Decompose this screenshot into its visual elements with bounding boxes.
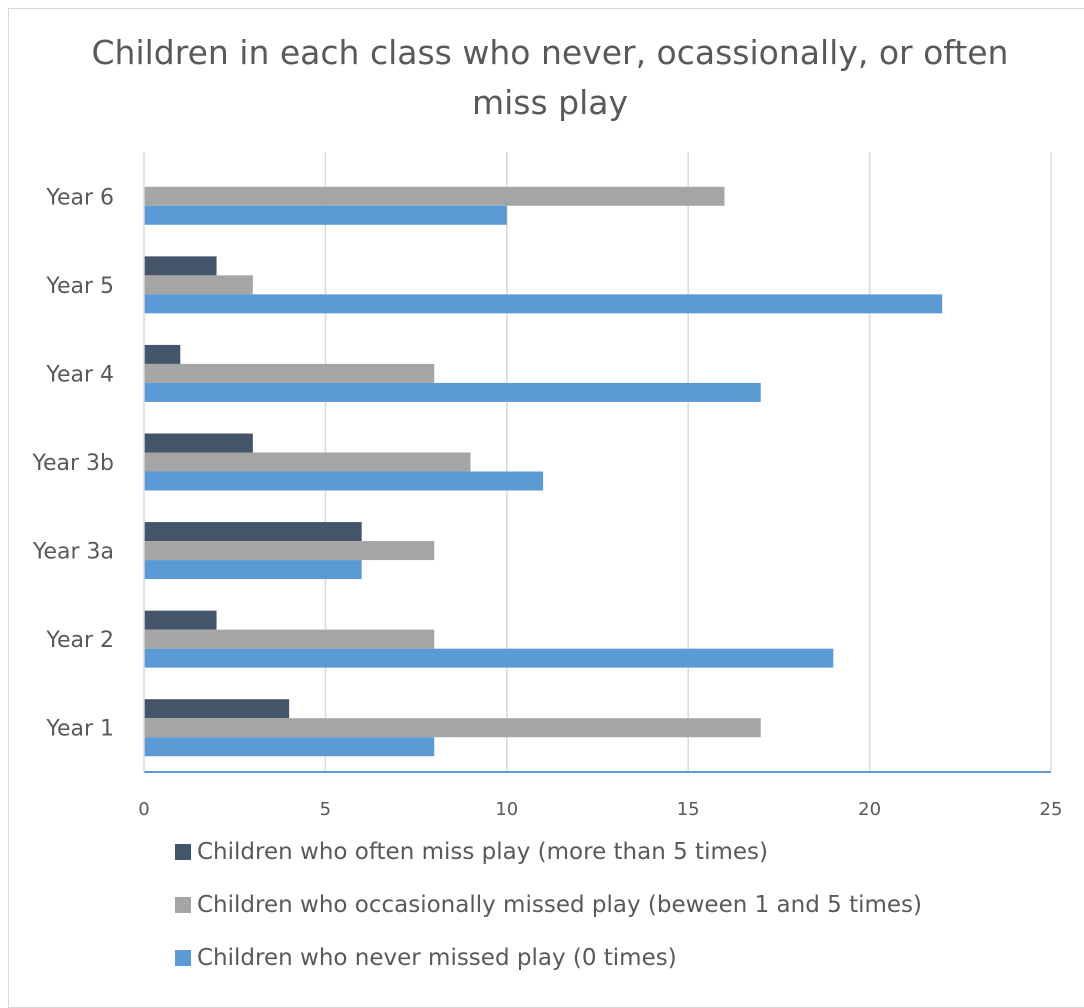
bar-year-4-series-2 [144,382,761,402]
bar-year-4-series-1 [144,363,435,383]
legend-label-often: Children who often miss play (more than … [197,839,768,865]
bar-year-1-series-0 [144,699,290,719]
bar-year-5-series-0 [144,256,217,276]
y-category-label: Year 2 [45,628,114,653]
y-category-label: Year 5 [45,274,114,299]
chart-title-line-2: miss play [471,83,629,122]
bar-year-3b-series-2 [144,471,544,491]
legend-label-never: Children who never missed play (0 times) [197,945,677,971]
x-tick-label: 0 [138,799,149,820]
y-category-label: Year 1 [45,717,114,742]
bar-year-2-series-1 [144,629,435,649]
legend-item-often: Children who often miss play (more than … [175,839,922,865]
bar-year-1-series-2 [144,737,435,757]
x-tick-label: 25 [1040,799,1063,820]
bar-year-6-series-2 [144,205,507,225]
bar-year-2-series-0 [144,610,217,630]
bar-year-3a-series-1 [144,541,435,561]
bar-year-2-series-2 [144,648,834,668]
bar-year-6-series-1 [144,186,725,206]
bar-year-1-series-1 [144,718,761,738]
bar-year-4-series-0 [144,344,181,364]
y-category-label: Year 3a [32,540,114,565]
bar-year-3b-series-0 [144,433,253,453]
x-tick-label: 15 [677,799,700,820]
legend-item-never: Children who never missed play (0 times) [175,945,922,971]
x-tick-label: 10 [495,799,518,820]
bar-year-3a-series-2 [144,560,362,580]
chart-title-line-1: Children in each class who never, ocassi… [91,33,1009,72]
legend-swatch-never [175,950,191,966]
legend: Children who often miss play (more than … [175,839,922,1001]
legend-item-occasionally: Children who occasionally missed play (b… [175,892,922,918]
legend-swatch-often [175,844,191,860]
x-tick-label: 5 [320,799,331,820]
legend-label-occasionally: Children who occasionally missed play (b… [197,892,922,918]
y-category-label: Year 6 [45,185,114,210]
chart-title: Children in each class who never, ocassi… [0,28,1084,128]
bar-year-3b-series-1 [144,452,471,472]
x-tick-label: 20 [858,799,881,820]
y-category-label: Year 4 [45,362,114,387]
bar-year-5-series-2 [144,294,943,314]
legend-swatch-occasionally [175,897,191,913]
bar-year-3a-series-0 [144,522,362,542]
bar-year-5-series-1 [144,275,253,295]
y-category-label: Year 3b [31,451,114,476]
